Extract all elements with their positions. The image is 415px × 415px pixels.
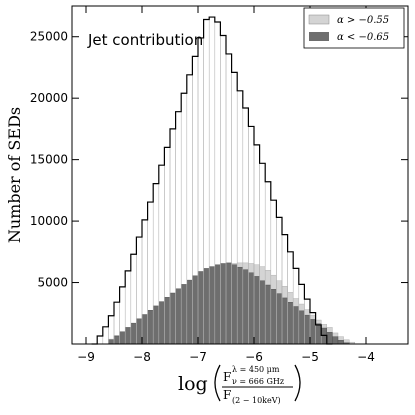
x-axis-title-log: log bbox=[178, 373, 208, 395]
chart-annotation: Jet contribution bbox=[87, 31, 203, 49]
legend-swatch-alpha-lt bbox=[309, 32, 329, 41]
alpha-lt-bar-36 bbox=[309, 319, 316, 345]
x-tick-label: −9 bbox=[77, 350, 95, 364]
alpha-lt-bar-9 bbox=[158, 301, 165, 345]
alpha-lt-bar-6 bbox=[141, 314, 148, 345]
y-tick-label: 25000 bbox=[30, 30, 68, 44]
alpha-lt-bar-23 bbox=[236, 266, 243, 345]
alpha-lt-bar-16 bbox=[197, 271, 204, 345]
legend-swatch-alpha-gt bbox=[308, 14, 330, 25]
legend-label-alpha-gt: α > −0.55 bbox=[337, 15, 389, 26]
x-tick-label: −5 bbox=[301, 350, 319, 364]
alpha-lt-bar-34 bbox=[298, 310, 305, 345]
alpha-lt-bar-17 bbox=[203, 268, 210, 345]
alpha-lt-bar-18 bbox=[208, 266, 215, 345]
alpha-lt-bar-31 bbox=[281, 297, 288, 345]
alpha-lt-bar-7 bbox=[147, 310, 154, 345]
alpha-lt-bar-30 bbox=[276, 293, 283, 345]
alpha-lt-bar-40 bbox=[332, 336, 339, 345]
alpha-lt-bar-13 bbox=[180, 284, 187, 345]
alpha-lt-bar-22 bbox=[231, 264, 238, 345]
legend: α > −0.55 α < −0.65 bbox=[303, 7, 405, 49]
alpha-lt-bar-14 bbox=[186, 279, 193, 345]
y-axis: 5000 10000 15000 20000 25000 bbox=[30, 30, 408, 290]
alpha-lt-bar-10 bbox=[164, 297, 171, 345]
alpha-lt-bar-2 bbox=[119, 331, 126, 345]
alpha-lt-bar-12 bbox=[175, 288, 182, 345]
alpha-lt-bar-11 bbox=[169, 292, 176, 345]
series-total-outline bbox=[91, 16, 333, 345]
y-tick-label: 20000 bbox=[30, 91, 68, 105]
alpha-lt-bar-39 bbox=[326, 332, 333, 345]
x-axis-title-numerator-sup: λ = 450 μm bbox=[232, 365, 280, 374]
x-axis-title-numerator-f: F bbox=[223, 370, 231, 384]
alpha-lt-bar-35 bbox=[304, 314, 311, 345]
legend-label-alpha-lt: α < −0.65 bbox=[337, 32, 389, 43]
alpha-lt-bar-1 bbox=[113, 335, 120, 345]
x-axis-title-denominator-sub: (2 − 10keV) bbox=[232, 396, 281, 405]
alpha-lt-bar-25 bbox=[248, 272, 255, 345]
y-axis-title: Number of SEDs bbox=[5, 107, 24, 243]
alpha-lt-bar-21 bbox=[225, 262, 232, 345]
x-axis: −9 −8 −7 −6 −5 −4 bbox=[77, 6, 375, 364]
alpha-lt-bar-5 bbox=[136, 318, 143, 345]
alpha-lt-bar-20 bbox=[220, 263, 227, 345]
x-axis-title-numerator-sub: ν = 666 GHz bbox=[232, 377, 284, 386]
legend-box bbox=[303, 7, 405, 49]
alpha-lt-bar-29 bbox=[270, 289, 277, 345]
x-tick-label: −6 bbox=[245, 350, 263, 364]
x-axis-title-denominator-f: F bbox=[223, 388, 231, 402]
x-axis-title: log F λ = 450 μm ν = 666 GHz F (2 − 10ke… bbox=[178, 364, 301, 405]
x-axis-title-right-paren bbox=[294, 364, 301, 402]
y-tick-label: 15000 bbox=[30, 153, 68, 167]
x-tick-label: −4 bbox=[357, 350, 375, 364]
alpha-lt-bar-32 bbox=[287, 302, 294, 345]
y-tick-label: 10000 bbox=[30, 214, 68, 228]
alpha-lt-bar-15 bbox=[192, 275, 199, 345]
x-tick-label: −8 bbox=[133, 350, 151, 364]
alpha-lt-bar-19 bbox=[214, 264, 221, 345]
alpha-lt-bar-4 bbox=[130, 322, 137, 345]
alpha-lt-bar-28 bbox=[265, 284, 272, 345]
x-tick-label: −7 bbox=[189, 350, 207, 364]
alpha-lt-bar-37 bbox=[315, 323, 322, 345]
x-axis-title-left-paren bbox=[214, 364, 221, 402]
alpha-lt-bar-24 bbox=[242, 269, 249, 345]
plot-frame bbox=[71, 5, 409, 345]
alpha-lt-bar-3 bbox=[124, 327, 131, 345]
alpha-lt-bar-41 bbox=[337, 340, 344, 345]
alpha-lt-bar-33 bbox=[293, 306, 300, 345]
alpha-lt-bar-0 bbox=[108, 339, 115, 345]
alpha-lt-bar-8 bbox=[152, 305, 159, 345]
alpha-lt-bar-27 bbox=[259, 280, 266, 345]
y-tick-label: 5000 bbox=[37, 276, 68, 290]
alpha-lt-bar-26 bbox=[253, 276, 260, 345]
alpha-lt-bar-38 bbox=[321, 327, 328, 345]
